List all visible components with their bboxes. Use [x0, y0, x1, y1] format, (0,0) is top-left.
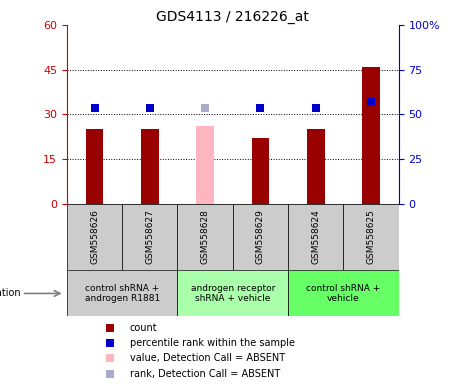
Text: GSM558625: GSM558625 [366, 210, 376, 265]
Point [106, 356, 114, 362]
Text: genotype/variation: genotype/variation [0, 288, 21, 298]
Bar [196, 126, 214, 204]
Bar [86, 129, 103, 204]
Bar [233, 25, 288, 204]
Bar [307, 129, 325, 204]
Text: count: count [130, 323, 158, 333]
Point [146, 105, 154, 111]
Point [106, 340, 114, 346]
Title: GDS4113 / 216226_at: GDS4113 / 216226_at [156, 10, 309, 24]
Point [91, 105, 98, 111]
Bar [67, 25, 122, 204]
Bar [343, 25, 399, 204]
Text: GSM558627: GSM558627 [145, 210, 154, 265]
Bar [288, 270, 399, 316]
Text: GSM558624: GSM558624 [311, 210, 320, 264]
Bar [362, 66, 380, 204]
Bar [67, 204, 122, 270]
Text: rank, Detection Call = ABSENT: rank, Detection Call = ABSENT [130, 369, 280, 379]
Text: value, Detection Call = ABSENT: value, Detection Call = ABSENT [130, 354, 285, 364]
Bar [177, 270, 288, 316]
Point [257, 105, 264, 111]
Text: androgen receptor
shRNA + vehicle: androgen receptor shRNA + vehicle [190, 284, 275, 303]
Bar [288, 204, 343, 270]
Bar [122, 25, 177, 204]
Bar [177, 25, 233, 204]
Bar [233, 204, 288, 270]
Text: control shRNA +
vehicle: control shRNA + vehicle [306, 284, 381, 303]
Bar [177, 204, 233, 270]
Bar [141, 129, 159, 204]
Point [106, 325, 114, 331]
Bar [343, 204, 399, 270]
Text: GSM558626: GSM558626 [90, 210, 99, 265]
Bar [252, 138, 269, 204]
Point [312, 105, 319, 111]
Bar [67, 270, 177, 316]
Bar [122, 204, 177, 270]
Text: GSM558628: GSM558628 [201, 210, 210, 265]
Text: GSM558629: GSM558629 [256, 210, 265, 265]
Point [106, 371, 114, 377]
Text: control shRNA +
androgen R1881: control shRNA + androgen R1881 [84, 284, 160, 303]
Point [367, 99, 375, 105]
Point [201, 105, 209, 111]
Bar [288, 25, 343, 204]
Text: percentile rank within the sample: percentile rank within the sample [130, 338, 295, 348]
